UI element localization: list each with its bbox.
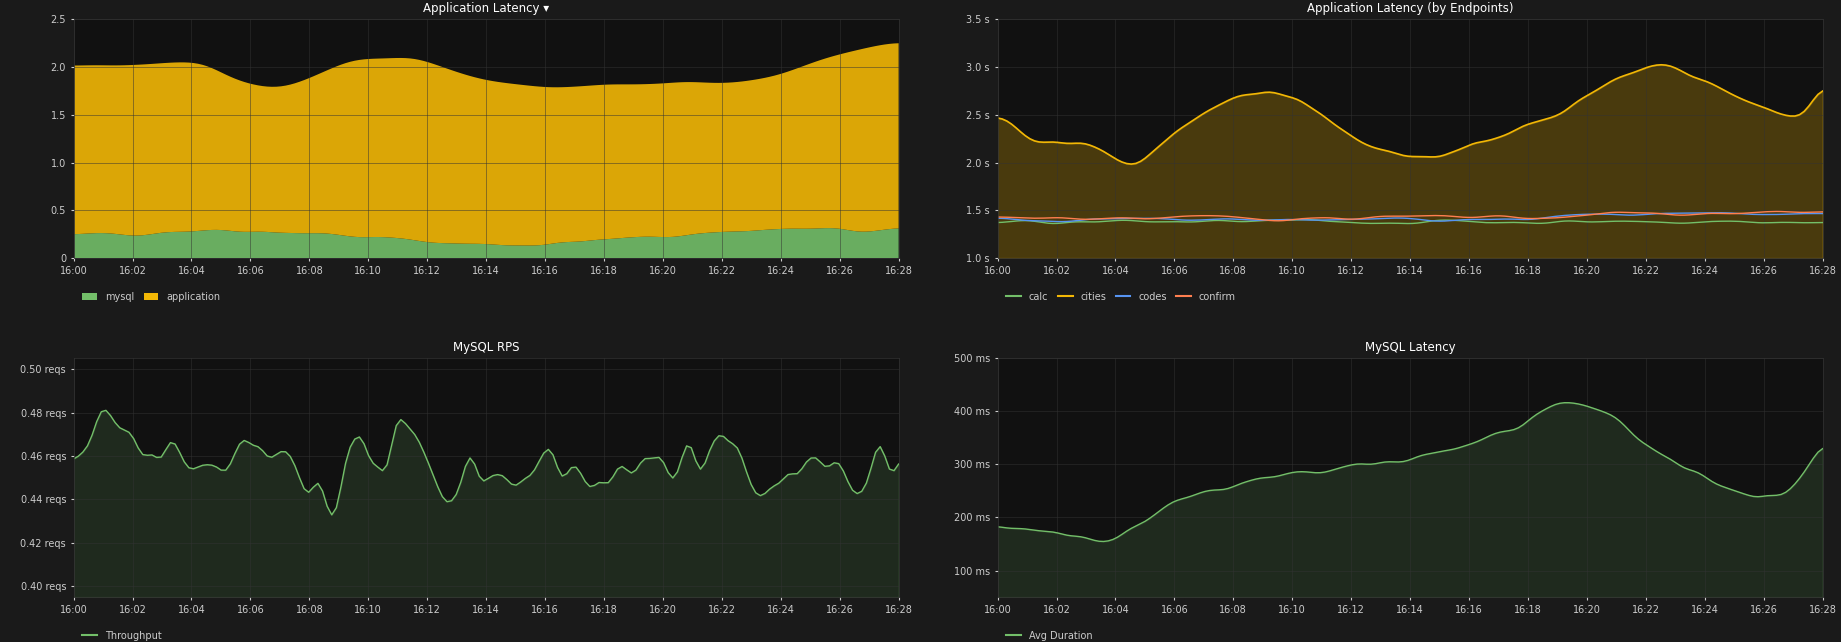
- confirm: [1158, 214, 1180, 221]
- codes: [1812, 210, 1834, 218]
- codes: [1088, 215, 1110, 223]
- Line: cities: cities: [998, 65, 1823, 164]
- cities: [1812, 87, 1834, 95]
- cities: [987, 114, 1009, 122]
- calc: [1296, 216, 1318, 223]
- Line: calc: calc: [998, 220, 1823, 223]
- confirm: [1268, 217, 1291, 225]
- Title: Application Latency (by Endpoints): Application Latency (by Endpoints): [1307, 3, 1513, 15]
- cities: [1729, 94, 1751, 102]
- Legend: mysql, application: mysql, application: [79, 288, 225, 306]
- confirm: [1000, 214, 1022, 221]
- cities: [1000, 120, 1022, 128]
- codes: [987, 214, 1009, 222]
- confirm: [1305, 214, 1327, 221]
- confirm: [987, 213, 1009, 221]
- cities: [1119, 160, 1141, 168]
- Line: codes: codes: [998, 213, 1823, 221]
- calc: [1158, 218, 1180, 225]
- codes: [1729, 210, 1751, 218]
- codes: [1793, 210, 1815, 218]
- Legend: Avg Duration: Avg Duration: [1003, 627, 1095, 642]
- calc: [1793, 219, 1815, 227]
- Title: MySQL RPS: MySQL RPS: [453, 342, 519, 354]
- codes: [1162, 216, 1184, 223]
- calc: [1083, 218, 1105, 226]
- Legend: calc, cities, codes, confirm: calc, cities, codes, confirm: [1003, 288, 1239, 306]
- confirm: [1793, 209, 1815, 216]
- calc: [1729, 218, 1751, 225]
- calc: [1397, 220, 1419, 227]
- calc: [987, 219, 1009, 227]
- cities: [1650, 61, 1672, 69]
- confirm: [1083, 215, 1105, 223]
- cities: [1162, 131, 1184, 139]
- calc: [1305, 216, 1327, 224]
- confirm: [1723, 210, 1745, 218]
- Title: MySQL Latency: MySQL Latency: [1364, 342, 1456, 354]
- codes: [1051, 218, 1073, 225]
- calc: [1000, 218, 1022, 225]
- cities: [1305, 107, 1327, 114]
- confirm: [1766, 207, 1788, 215]
- calc: [1812, 219, 1834, 227]
- confirm: [1812, 208, 1834, 216]
- cities: [1083, 143, 1105, 151]
- codes: [1710, 209, 1732, 216]
- codes: [1305, 216, 1327, 224]
- Legend: Throughput: Throughput: [79, 627, 166, 642]
- codes: [1000, 215, 1022, 223]
- Title: Application Latency ▾: Application Latency ▾: [423, 3, 549, 15]
- cities: [1793, 108, 1815, 116]
- Line: confirm: confirm: [998, 211, 1823, 221]
